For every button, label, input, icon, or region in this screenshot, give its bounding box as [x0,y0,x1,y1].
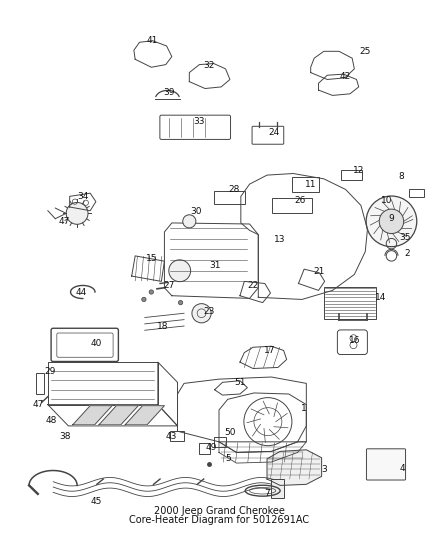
Text: 2: 2 [404,249,410,258]
Polygon shape [125,406,164,425]
Text: 35: 35 [399,233,410,242]
Circle shape [169,260,191,281]
Text: 47: 47 [58,217,70,226]
Bar [214,191,245,204]
Text: 48: 48 [45,416,57,425]
Text: 7: 7 [264,489,270,498]
Text: 4: 4 [399,464,405,473]
Polygon shape [73,406,112,425]
Bar [292,177,318,192]
Text: 30: 30 [191,207,202,216]
Text: 5: 5 [225,454,231,463]
Bar [214,437,226,447]
Text: 44: 44 [76,287,87,296]
Text: 24: 24 [268,128,279,137]
Text: 11: 11 [305,180,316,189]
Text: 40: 40 [90,339,102,348]
Text: 32: 32 [204,61,215,70]
Bar [341,170,362,181]
Text: 29: 29 [44,367,55,376]
Text: 15: 15 [145,254,157,263]
Polygon shape [267,450,321,486]
Text: 25: 25 [360,47,371,56]
Circle shape [192,304,211,323]
Text: 51: 51 [234,378,246,387]
Text: 27: 27 [163,280,174,289]
FancyBboxPatch shape [367,449,406,480]
Text: 28: 28 [229,185,240,195]
Text: 17: 17 [264,346,275,355]
Text: Core-Heater Diagram for 5012691AC: Core-Heater Diagram for 5012691AC [129,515,309,526]
Circle shape [183,215,196,228]
Circle shape [366,196,417,247]
Circle shape [149,290,153,294]
Text: 42: 42 [340,72,351,81]
Text: 12: 12 [353,166,364,175]
Text: 16: 16 [349,336,360,345]
Text: 39: 39 [163,88,174,96]
Text: 23: 23 [204,307,215,316]
Bar [199,443,210,454]
Circle shape [142,297,146,302]
Text: 41: 41 [147,36,158,45]
Text: 47: 47 [32,400,43,409]
Bar [324,287,376,319]
Text: 33: 33 [194,117,205,126]
Text: 49: 49 [205,442,217,451]
Circle shape [178,301,183,305]
Bar [272,479,285,498]
Text: 43: 43 [165,432,177,441]
Text: 9: 9 [389,214,394,223]
Text: 31: 31 [209,261,220,270]
Text: 1: 1 [301,405,307,414]
Bar [409,189,424,197]
Bar [170,431,184,441]
Circle shape [66,203,88,224]
Bar [36,373,44,394]
Text: 21: 21 [314,268,325,276]
Text: 13: 13 [274,236,286,245]
Text: 18: 18 [156,322,168,331]
Text: 45: 45 [90,497,102,506]
Text: 8: 8 [399,172,404,181]
Text: 10: 10 [381,196,393,205]
Text: 14: 14 [375,293,386,302]
Text: 38: 38 [60,432,71,441]
Circle shape [379,209,404,233]
Bar [272,198,311,213]
Text: 3: 3 [321,465,327,474]
Text: 22: 22 [247,281,259,290]
Text: 2000 Jeep Grand Cherokee: 2000 Jeep Grand Cherokee [154,506,284,516]
Polygon shape [99,406,138,425]
Text: 34: 34 [77,192,88,201]
Text: 26: 26 [294,196,305,205]
Text: 50: 50 [224,428,236,437]
